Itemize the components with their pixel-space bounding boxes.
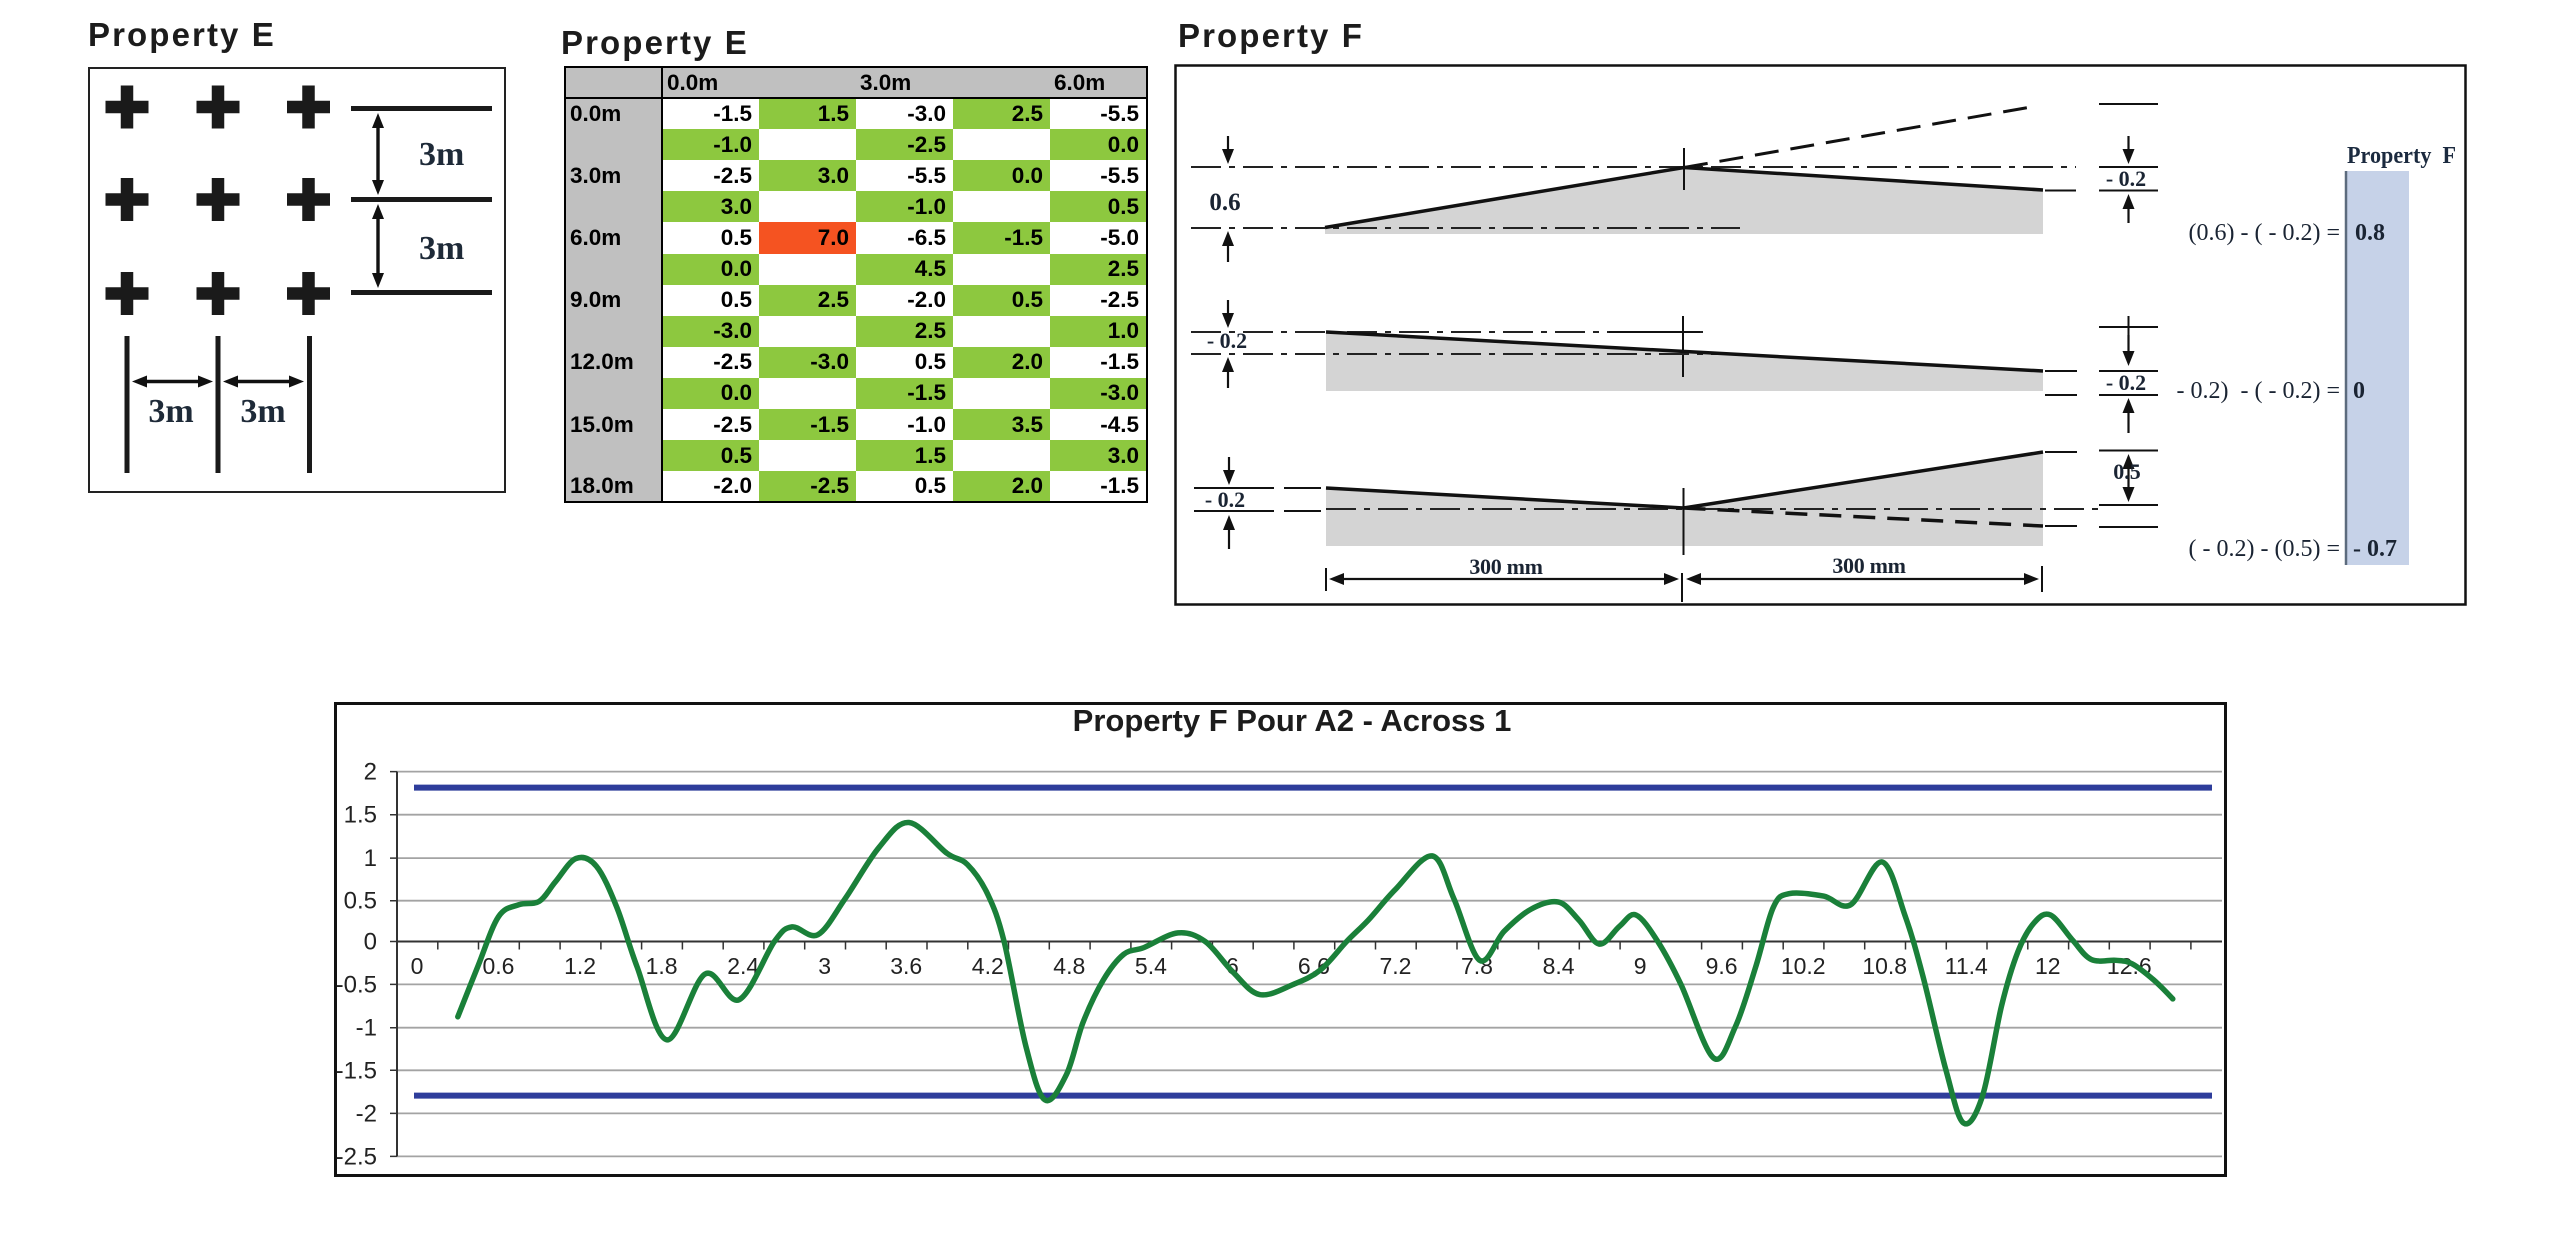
svg-text:12: 12 [2035,953,2061,979]
svg-text:-0.5: -0.5 [336,971,377,998]
svg-text:0: 0 [411,953,424,979]
svg-text:0.5: 0.5 [344,888,377,915]
svg-text:3m: 3m [419,136,464,173]
svg-text:3m: 3m [148,393,193,430]
svg-text:1.5: 1.5 [344,802,377,829]
svg-text:3m: 3m [240,393,285,430]
svg-text:300 mm: 300 mm [1832,553,1905,578]
svg-text:4.2: 4.2 [972,953,1004,979]
svg-text:2: 2 [364,759,377,786]
svg-text:- 0.2: - 0.2 [2106,166,2146,191]
svg-text:- 0.2: - 0.2 [2106,370,2146,395]
svg-text:Property F Pour A2 - Across 1: Property F Pour A2 - Across 1 [1073,703,1512,738]
svg-text:Property F: Property F [2347,143,2456,169]
svg-text:(0.6) - ( - 0.2) =: (0.6) - ( - 0.2) = [2189,220,2341,246]
svg-text:0.6: 0.6 [1209,189,1240,216]
svg-text:9: 9 [1634,953,1647,979]
svg-text:8.4: 8.4 [1543,953,1575,979]
svg-text:0: 0 [2353,378,2365,404]
svg-text:0: 0 [364,929,377,956]
svg-text:10.8: 10.8 [1862,953,1907,979]
svg-text:0.5: 0.5 [2113,459,2141,484]
svg-text:3m: 3m [419,230,464,267]
svg-text:- 0.2: - 0.2 [1205,487,1245,512]
svg-text:- 0.7: - 0.7 [2353,536,2397,562]
svg-text:- 0.2: - 0.2 [1207,328,1247,353]
svg-text:9.6: 9.6 [1706,953,1738,979]
svg-text:-2: -2 [356,1100,377,1127]
svg-text:5.4: 5.4 [1135,953,1167,979]
svg-text:- 0.2) - ( - 0.2) =: - 0.2) - ( - 0.2) = [2177,378,2341,404]
svg-text:11.4: 11.4 [1945,953,1988,979]
svg-text:3: 3 [818,953,831,979]
svg-text:0.6: 0.6 [483,953,515,979]
svg-text:1: 1 [364,845,377,872]
svg-text:4.8: 4.8 [1053,953,1085,979]
svg-text:7.2: 7.2 [1380,953,1412,979]
svg-text:1.2: 1.2 [564,953,596,979]
svg-text:10.2: 10.2 [1781,953,1826,979]
svg-text:( - 0.2) - (0.5) =: ( - 0.2) - (0.5) = [2189,536,2341,562]
svg-text:300 mm: 300 mm [1469,554,1542,579]
svg-text:-2.5: -2.5 [336,1143,377,1170]
svg-text:3.6: 3.6 [890,953,922,979]
svg-text:1.8: 1.8 [646,953,678,979]
svg-text:-1.5: -1.5 [336,1057,377,1084]
svg-text:-1: -1 [356,1015,377,1042]
svg-text:0.8: 0.8 [2355,220,2385,246]
